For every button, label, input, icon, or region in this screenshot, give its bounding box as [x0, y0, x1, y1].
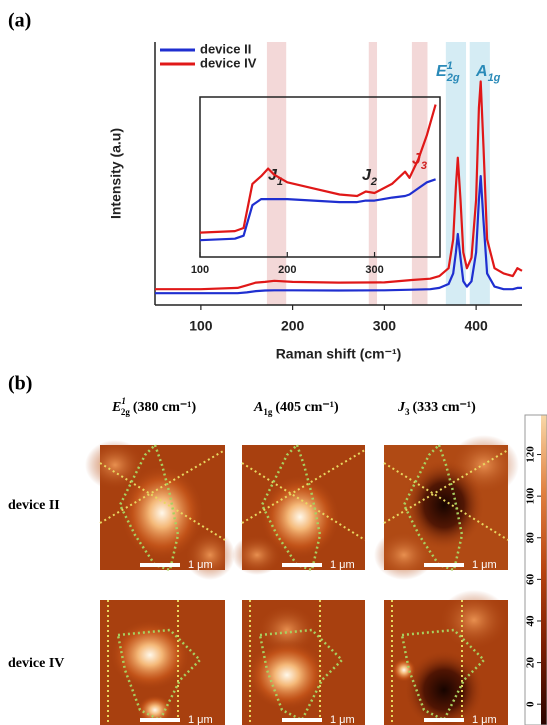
annotation-superscript: 1	[447, 60, 453, 72]
annotation-subscript: 1g	[488, 72, 501, 84]
row-label: device IV	[8, 656, 64, 671]
legend-label: device IV	[200, 55, 257, 70]
colorbar-tick-label: 60	[525, 573, 537, 585]
subscript: 3	[405, 407, 410, 417]
x-tick-label: 100	[189, 318, 213, 334]
inset-frame	[200, 97, 440, 257]
row-label: device II	[8, 498, 60, 513]
y-axis-label: Intensity (a.u)	[108, 128, 124, 219]
scale-bar-label: 1 μm	[188, 559, 213, 571]
legend-label: device II	[200, 41, 251, 56]
colorbar-tick-label: 20	[525, 657, 537, 669]
scale-bar-label: 1 μm	[472, 714, 497, 725]
x-tick-label: 100	[191, 264, 209, 276]
panel-label: (b)	[8, 373, 32, 395]
column-header: A1g(405 cm⁻¹)	[253, 400, 339, 417]
raman-map: 1 μm	[374, 435, 519, 580]
annotation-subscript: 3	[421, 160, 427, 172]
colorbar-tick-label: 80	[525, 532, 537, 544]
symbol: A	[253, 400, 263, 415]
scale-bar-label: 1 μm	[330, 714, 355, 725]
wavenumber: (405 cm⁻¹)	[275, 400, 339, 415]
scale-bar-label: 1 μm	[330, 559, 355, 571]
annotation-subscript: 2g	[446, 72, 460, 84]
scale-bar-label: 1 μm	[188, 714, 213, 725]
subscript: 2g	[121, 407, 131, 417]
annotation-symbol: A	[475, 63, 488, 80]
series-line	[200, 105, 436, 233]
colorbar-tick-label: 100	[525, 487, 537, 504]
subscript: 1g	[263, 407, 273, 417]
raman-map: 1 μm	[242, 600, 365, 725]
symbol: E	[111, 400, 121, 415]
x-tick-label: 300	[373, 318, 397, 334]
scale-bar-label: 1 μm	[472, 559, 497, 571]
wavenumber: (333 cm⁻¹)	[413, 400, 477, 415]
raman-map: 1 μm	[232, 445, 365, 575]
annotation-subscript: 2	[370, 176, 377, 188]
raman-map: 1 μm	[100, 600, 225, 725]
raman-map: 1 μm	[85, 440, 235, 580]
series-line	[155, 82, 522, 290]
raman-map: 1 μm	[384, 590, 509, 725]
colorbar-tick-label: 40	[525, 615, 537, 627]
wavenumber: (380 cm⁻¹)	[133, 400, 197, 415]
colorbar	[541, 415, 547, 725]
colorbar-tick-label: 0	[525, 701, 537, 707]
x-tick-label: 300	[365, 264, 383, 276]
superscript: 1	[121, 396, 126, 406]
figure: (a) (b) E12g(380 cm⁻¹) A1g(405 cm⁻¹) J3(…	[0, 0, 547, 725]
x-tick-label: 200	[281, 318, 305, 334]
x-tick-label: 400	[464, 318, 488, 334]
x-tick-label: 200	[278, 264, 296, 276]
x-axis-label: Raman shift (cm⁻¹)	[276, 346, 402, 362]
panel-label: (a)	[8, 10, 31, 32]
colorbar-tick-label: 120	[525, 446, 537, 463]
band	[412, 42, 428, 305]
column-header: J3(333 cm⁻¹)	[397, 400, 476, 417]
